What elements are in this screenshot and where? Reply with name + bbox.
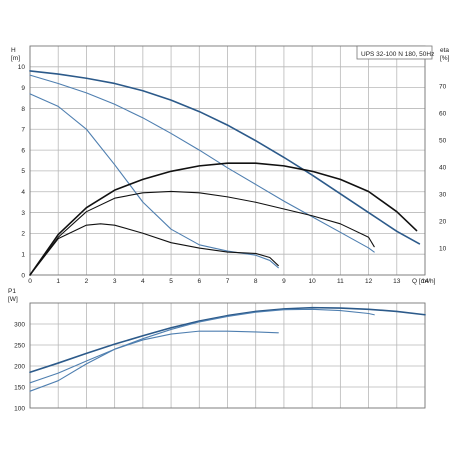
x-tick-label: 10 [309,278,317,285]
plot-frame [29,302,426,409]
power-curve-2 [29,308,375,384]
power-curve-1 [29,306,426,374]
x-tick-label: 0 [28,278,32,285]
y2-tick-label: 50 [439,138,447,145]
y2-tick-label: 40 [439,165,447,172]
head-curve-1 [29,70,421,245]
y-tick-label: 2 [21,231,25,238]
chart-title: UPS 32-100 N 180, 50Hz [361,51,434,58]
y-tick-label: 4 [21,189,25,196]
performance-plot: 0 1 2 3 4 5 6 7 8 9 10 11 12 13 1401234567891010203040… [18,45,447,285]
x-tick-label: 4 [141,278,145,285]
y-tick-label: 3 [21,210,25,217]
efficiency-curve-2 [29,190,375,276]
x-tick-label: 14 [421,278,429,285]
y2-tick-label: 60 [439,111,447,118]
efficiency-curve-3 [29,223,279,276]
head-curve-2 [29,74,375,253]
y-tick-label: 10 [18,64,26,71]
x-tick-label: 13 [393,278,401,285]
y-axis-label-head: H [m] [11,47,20,62]
x-tick-label: 3 [113,278,117,285]
x-tick-label: 7 [226,278,230,285]
efficiency-curve-1 [29,162,418,276]
x-tick-label: 11 [337,278,344,285]
y2-tick-label: 10 [439,245,447,252]
x-axis-label-flow: Q [m³/h] [412,278,436,285]
power-curve-3 [29,330,279,392]
y-tick-label: 7 [21,127,25,134]
y2-tick-label: 20 [439,218,447,225]
y-tick-label: 5 [21,168,25,175]
y-tick-label: 150 [14,384,25,391]
y-tick-label: 9 [21,85,25,92]
x-tick-label: 12 [365,278,373,285]
y-tick-label: 100 [14,405,25,412]
head-curve-3 [29,93,279,269]
y-tick-label: 0 [21,272,25,279]
y2-axis-label-eta: eta [%] [440,47,450,62]
y-tick-label: 1 [21,251,25,258]
y-axis-label-power: P1 [W] [8,288,18,303]
y-tick-label: 200 [14,363,25,370]
x-tick-label: 2 [85,278,89,285]
power-plot: 100 150 200 250 300 [14,302,426,412]
y2-tick-label: 30 [439,191,447,198]
x-tick-label: 1 [56,278,60,285]
plot-frame [29,45,426,276]
legend-box [356,45,433,60]
y-tick-label: 250 [14,342,25,349]
y-tick-label: 8 [21,106,25,113]
x-tick-label: 5 [169,278,173,285]
x-tick-label: 9 [282,278,286,285]
y-tick-label: 6 [21,147,25,154]
y-tick-label: 300 [14,321,25,328]
y2-tick-label: 70 [439,84,447,91]
x-tick-label: 8 [254,278,258,285]
x-tick-label: 6 [197,278,201,285]
